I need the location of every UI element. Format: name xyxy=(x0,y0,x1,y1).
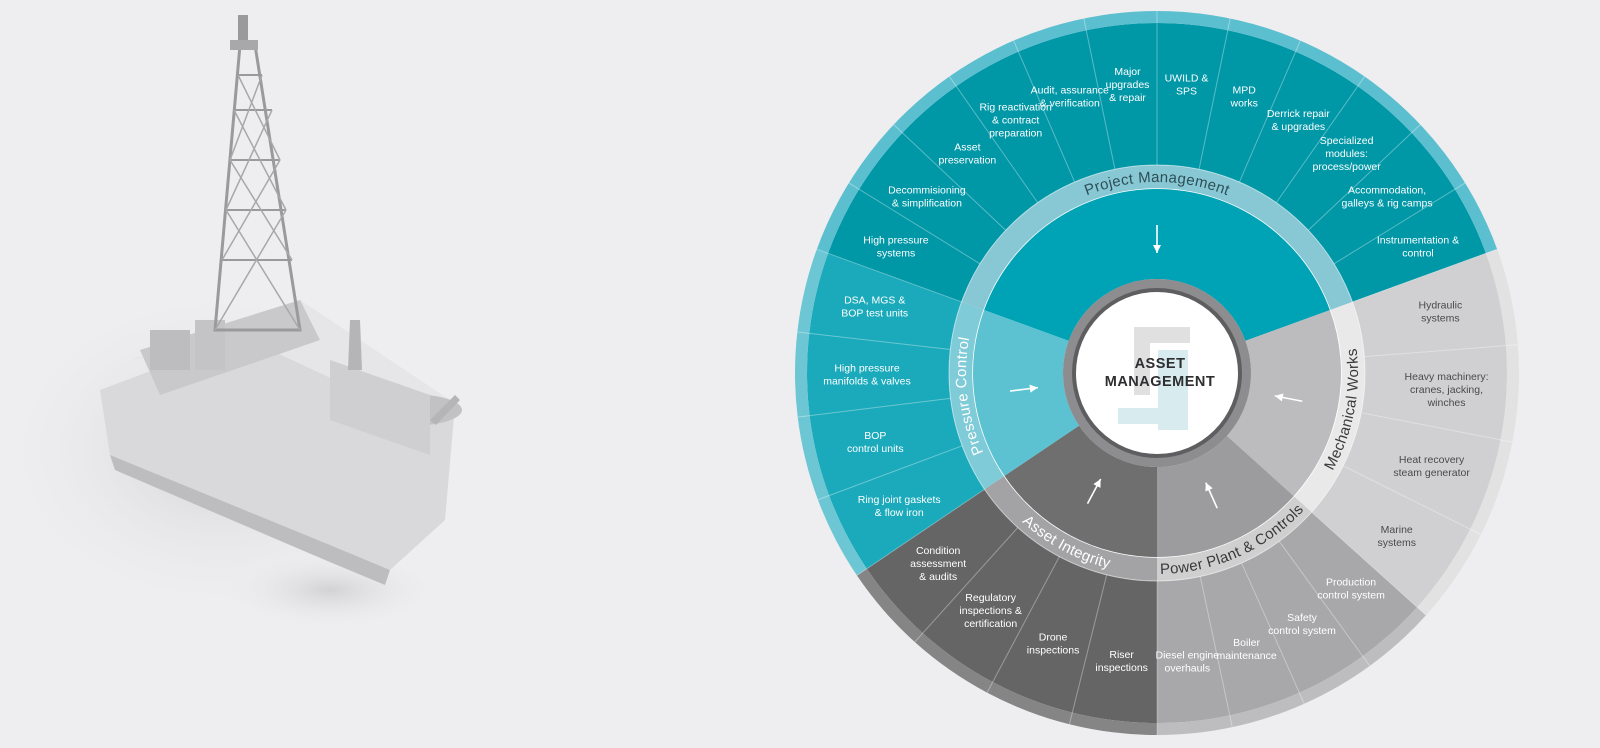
mechanical-works-rim xyxy=(1417,249,1519,616)
segment-label: High pressure manifolds & valves xyxy=(823,362,911,387)
segment-label: Major upgrades & repair xyxy=(1106,66,1150,104)
asset-integrity-ring-band xyxy=(984,475,1157,581)
segment-label: UWILD & SPS xyxy=(1165,73,1209,98)
company-logo-icon xyxy=(1118,327,1190,430)
project-management-sector xyxy=(828,22,1486,302)
item-divider xyxy=(848,182,981,265)
segment-label: Boiler maintenance xyxy=(1217,637,1277,662)
outer-separator xyxy=(948,164,1366,582)
arrow-head-icon xyxy=(1274,393,1284,402)
project-management-ring-band xyxy=(961,164,1353,311)
segment-label: Production control system xyxy=(1317,577,1385,602)
mechanical-works-ring-band xyxy=(1293,301,1366,513)
asset-integrity-sector xyxy=(866,489,1157,723)
item-divider xyxy=(797,397,951,418)
item-divider xyxy=(986,556,1060,693)
item-divider xyxy=(817,445,963,501)
mechanical-works-inner-wedge xyxy=(1226,310,1342,497)
segment-label: Condition assessment & audits xyxy=(910,545,966,583)
item-divider xyxy=(1342,465,1482,535)
item-divider xyxy=(1013,40,1076,183)
pressure-control-rim xyxy=(794,249,867,576)
arrow-head-icon xyxy=(1153,245,1161,253)
segment-label: Drone inspections xyxy=(1027,632,1080,657)
item-divider xyxy=(1333,182,1466,265)
item-divider xyxy=(1361,412,1513,443)
mechanical-works-sector xyxy=(1311,253,1508,608)
segment-label: Derrick repair & upgrades xyxy=(1267,108,1331,133)
power-plant-controls-ring-band xyxy=(1157,496,1312,581)
segment-label: MPD works xyxy=(1229,84,1257,109)
segment-label: Audit, assurance & verification xyxy=(1031,84,1109,109)
segment-label: Specialized modules: process/power xyxy=(1312,135,1381,173)
segment-label: Accommodation, galleys & rig camps xyxy=(1342,184,1433,209)
pressure-control-ring-band xyxy=(949,301,1005,490)
drillship-image xyxy=(0,15,462,630)
item-divider xyxy=(1083,18,1116,170)
item-divider xyxy=(948,76,1039,203)
item-divider xyxy=(1307,124,1421,231)
segment-label: High pressure systems xyxy=(863,235,929,260)
power-plant-controls-inner-wedge xyxy=(1157,435,1294,557)
item-divider xyxy=(797,331,951,350)
asset-integrity-inner-wedge xyxy=(1004,425,1157,557)
center-hub: ASSET MANAGEMENT xyxy=(1063,279,1251,467)
power-plant-controls-sector xyxy=(1157,512,1418,723)
segment-label: DSA, MGS & BOP test units xyxy=(841,295,908,320)
item-divider xyxy=(1199,576,1233,728)
arrow-head-icon xyxy=(1093,478,1101,488)
item-divider xyxy=(914,527,1019,643)
segment-label: BOP control units xyxy=(847,430,904,455)
segment-label: Rig reactivation & contract preparation xyxy=(979,101,1052,139)
segment-label: Heat recovery steam generator xyxy=(1393,454,1470,479)
segment-label: Safety control system xyxy=(1268,612,1336,637)
segment-label: Ring joint gaskets & flow iron xyxy=(858,494,941,519)
center-title-line1: ASSET xyxy=(1135,356,1186,372)
arrow-head-icon xyxy=(1029,384,1038,393)
segment-label: Asset preservation xyxy=(938,142,996,167)
segment-label: Marine systems xyxy=(1377,524,1416,549)
item-divider xyxy=(1068,574,1108,725)
pressure-control-sector xyxy=(806,253,985,569)
segment-label: Regulatory inspections & certification xyxy=(959,592,1021,630)
item-divider xyxy=(1364,344,1518,358)
item-divider xyxy=(1241,562,1305,704)
segment-label: Riser inspections xyxy=(1095,649,1148,674)
item-divider xyxy=(1278,540,1371,667)
asset-integrity-rim xyxy=(856,568,1157,735)
segment-label: Diesel engine overhauls xyxy=(1155,649,1219,674)
center-title-line2: MANAGEMENT xyxy=(1105,374,1216,390)
power-plant-controls-rim xyxy=(1157,607,1427,735)
pressure-control-inner-wedge xyxy=(973,310,1080,476)
center-hub-disc xyxy=(1076,292,1238,454)
arrow-head-icon xyxy=(1205,482,1213,492)
segment-label: Hydraulic systems xyxy=(1419,299,1463,324)
item-divider xyxy=(1198,18,1231,170)
segment-label: Decommisioning & simplification xyxy=(888,184,966,209)
item-divider xyxy=(893,124,1007,231)
segment-label: Heavy machinery: cranes, jacking, winches xyxy=(1405,371,1489,409)
item-divider xyxy=(1238,40,1301,183)
project-management-inner-wedge xyxy=(984,189,1330,341)
segment-label: Instrumentation & control xyxy=(1377,235,1459,260)
item-divider xyxy=(1275,76,1366,203)
